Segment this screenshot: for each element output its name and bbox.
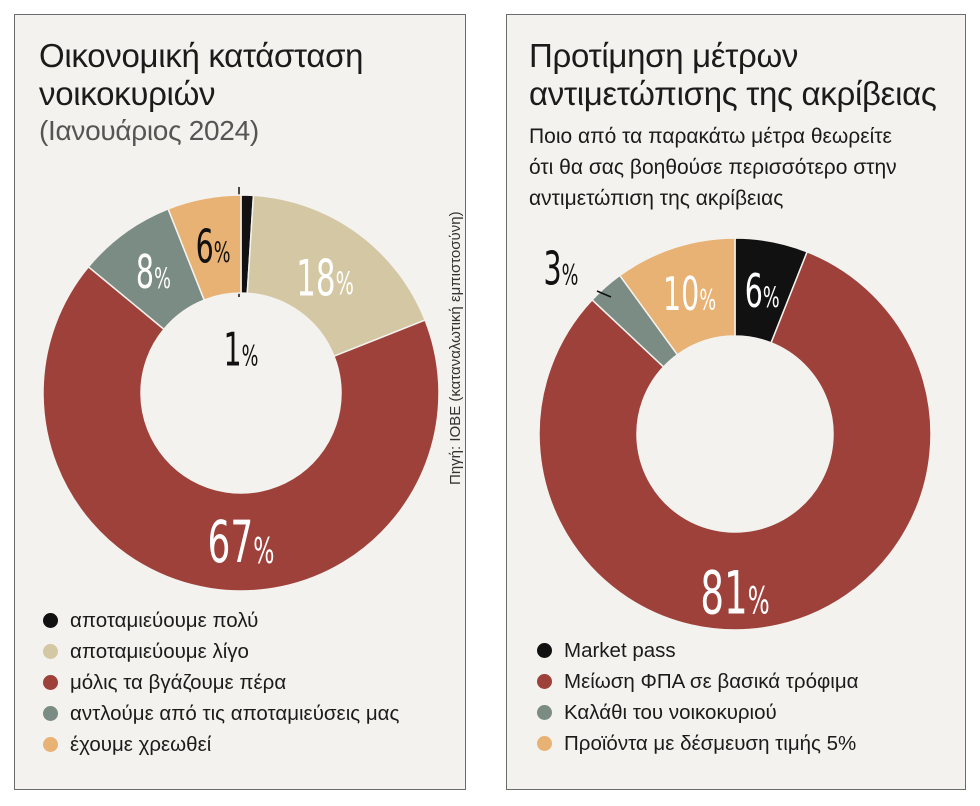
right-legend-item-1: Market pass (537, 635, 858, 666)
left-slice-5 (167, 194, 242, 301)
left-legend-swatch-2 (43, 644, 58, 659)
right-slice-label-4: 10% (663, 267, 716, 321)
left-title-line-2: νοικοκυριών (39, 75, 216, 112)
left-chart-subtitle: (Ιανουάριος 2024) (39, 115, 259, 146)
left-legend-swatch-1 (43, 613, 58, 628)
left-legend-label-1: αποταμιεύουμε πολύ (70, 608, 259, 632)
left-slice-label-4: 8% (136, 245, 171, 299)
left-legend-label-4: αντλούμε από τις αποταμιεύσεις μας (70, 701, 400, 725)
source-note: Πηγή: ΙΟΒΕ (καταναλωτική εμπιστοσύνη) (447, 211, 464, 485)
right-title-line-2: αντιμετώπισης της ακρίβειας (529, 75, 937, 112)
left-legend-item-5: έχουμε χρεωθεί (43, 729, 399, 760)
question-line-3: αντιμετώπιση της ακρίβειας (529, 187, 784, 210)
left-legend-item-1: αποταμιεύουμε πολύ (43, 605, 399, 636)
question-line-1: Ποιο από τα παρακάτω μέτρα θεωρείτε (529, 125, 892, 148)
right-legend-item-3: Καλάθι του νοικοκυριού (537, 697, 858, 728)
right-legend-item-2: Μείωση ΦΠΑ σε βασικά τρόφιμα (537, 666, 858, 697)
left-legend-swatch-4 (43, 706, 58, 721)
left-legend-label-5: έχουμε χρεωθεί (70, 732, 212, 756)
right-legend-swatch-3 (537, 705, 552, 720)
left-slice-3 (42, 265, 440, 592)
survey-question: Ποιο από τα παρακάτω μέτρα θεωρείτε ότι … (529, 121, 949, 214)
right-legend-label-4: Προϊόντα με δέσμευση τιμής 5% (564, 731, 857, 755)
right-slice-4 (618, 237, 736, 356)
left-slice-label-5: 6% (196, 220, 231, 274)
right-chart-panel: Προτίμηση μέτρων αντιμετώπισης της ακρίβ… (506, 14, 966, 790)
right-chart-legend: Market pass Μείωση ΦΠΑ σε βασικά τρόφιμα Κ… (537, 635, 858, 759)
left-slice-label-2: 18% (296, 248, 354, 307)
right-legend-swatch-2 (537, 674, 552, 689)
left-legend-swatch-5 (43, 737, 58, 752)
left-chart-legend: αποταμιεύουμε πολύ αποταμιεύουμε λίγο μόλι… (43, 605, 399, 760)
right-legend-label-3: Καλάθι του νοικοκυριού (564, 700, 777, 724)
question-line-2: ότι θα σας βοηθούσε περισσότερο στην (529, 156, 897, 179)
left-legend-item-3: μόλις τα βγάζουμε πέρα (43, 667, 399, 698)
right-donut-chart: 6% 81% 3% 10% (538, 237, 932, 631)
right-legend-label-2: Μείωση ΦΠΑ σε βασικά τρόφιμα (564, 669, 859, 693)
left-legend-swatch-3 (43, 675, 58, 690)
right-legend-label-1: Market pass (564, 638, 676, 662)
left-chart-title: Οικονομική κατάσταση νοικοκυριών (39, 37, 364, 113)
left-title-line-1: Οικονομική κατάσταση (39, 37, 364, 74)
left-slice-label-3: 67% (208, 509, 275, 576)
right-title-line-1: Προτίμηση μέτρων (529, 37, 799, 74)
right-legend-item-4: Προϊόντα με δέσμευση τιμής 5% (537, 728, 858, 759)
left-legend-item-2: αποταμιεύουμε λίγο (43, 636, 399, 667)
left-legend-label-3: μόλις τα βγάζουμε πέρα (70, 670, 287, 694)
left-donut-chart: 1% 18% 67% 8% 6% (42, 187, 440, 592)
right-slice-label-3: 3% (544, 242, 579, 296)
right-slice-2 (538, 250, 932, 631)
right-chart-title: Προτίμηση μέτρων αντιμετώπισης της ακρίβ… (529, 37, 937, 113)
right-leader-3 (596, 290, 612, 298)
right-legend-swatch-4 (537, 736, 552, 751)
left-legend-item-4: αντλούμε από τις αποταμιεύσεις μας (43, 698, 399, 729)
left-slice-2 (246, 194, 427, 358)
left-legend-label-2: αποταμιεύουμε λίγο (70, 639, 249, 663)
left-slice-label-1: 1% (224, 323, 259, 377)
left-chart-panel: Οικονομική κατάσταση νοικοκυριών (Ιανουά… (14, 14, 466, 790)
right-slice-label-1: 6% (745, 265, 780, 319)
right-slice-label-2: 81% (700, 558, 769, 628)
right-legend-swatch-1 (537, 643, 552, 658)
